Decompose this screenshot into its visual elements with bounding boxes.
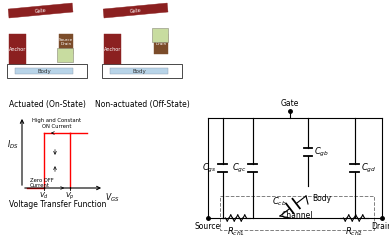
Text: Drain: Drain: [371, 222, 389, 231]
Bar: [220, 196, 374, 230]
Bar: [57, 48, 73, 62]
Bar: [59, 34, 73, 54]
Text: $C_{gd}$: $C_{gd}$: [361, 162, 377, 174]
Text: Zero OFF: Zero OFF: [30, 178, 54, 183]
Text: Non-actuated (Off-State): Non-actuated (Off-State): [95, 100, 189, 109]
Polygon shape: [103, 3, 168, 18]
Text: Source
Drain: Source Drain: [59, 38, 73, 46]
Text: Anchor: Anchor: [9, 47, 26, 51]
Text: $C_{gc}$: $C_{gc}$: [232, 162, 247, 174]
Text: Source: Source: [195, 222, 221, 231]
Text: Anchor: Anchor: [104, 47, 121, 51]
Text: Current: Current: [30, 183, 50, 188]
Text: Body: Body: [132, 69, 146, 74]
Text: Gate: Gate: [35, 7, 47, 14]
Text: Source
Drain: Source Drain: [154, 38, 168, 46]
Text: $R_{ch2}$: $R_{ch2}$: [345, 226, 363, 239]
Text: Voltage Transfer Function: Voltage Transfer Function: [9, 200, 107, 209]
Bar: [9, 34, 26, 64]
Text: ON Current: ON Current: [42, 124, 72, 129]
Bar: [15, 68, 73, 74]
Text: $R_{ch1}$: $R_{ch1}$: [227, 226, 245, 239]
Text: Gate: Gate: [130, 7, 142, 14]
Bar: [102, 64, 182, 78]
Text: Body: Body: [312, 194, 331, 203]
Text: Channel: Channel: [281, 212, 313, 221]
Text: $V_d$: $V_d$: [39, 191, 49, 201]
Polygon shape: [8, 3, 73, 18]
Bar: [7, 64, 87, 78]
Text: $I_{DS}$: $I_{DS}$: [7, 139, 19, 151]
Bar: [104, 34, 121, 64]
Text: $C_{gb}$: $C_{gb}$: [314, 146, 329, 158]
Bar: [154, 34, 168, 54]
Text: Actuated (On-State): Actuated (On-State): [9, 100, 86, 109]
Text: $V_{GS}$: $V_{GS}$: [105, 191, 119, 203]
Text: Body: Body: [37, 69, 51, 74]
Text: High and Constant: High and Constant: [32, 118, 82, 123]
Text: $C_{gs}$: $C_{gs}$: [202, 162, 217, 174]
Bar: [152, 28, 168, 42]
Text: $V_p$: $V_p$: [65, 191, 75, 202]
Text: Gate: Gate: [281, 99, 299, 108]
Bar: [110, 68, 168, 74]
Text: $C_{cb}$: $C_{cb}$: [272, 196, 287, 208]
